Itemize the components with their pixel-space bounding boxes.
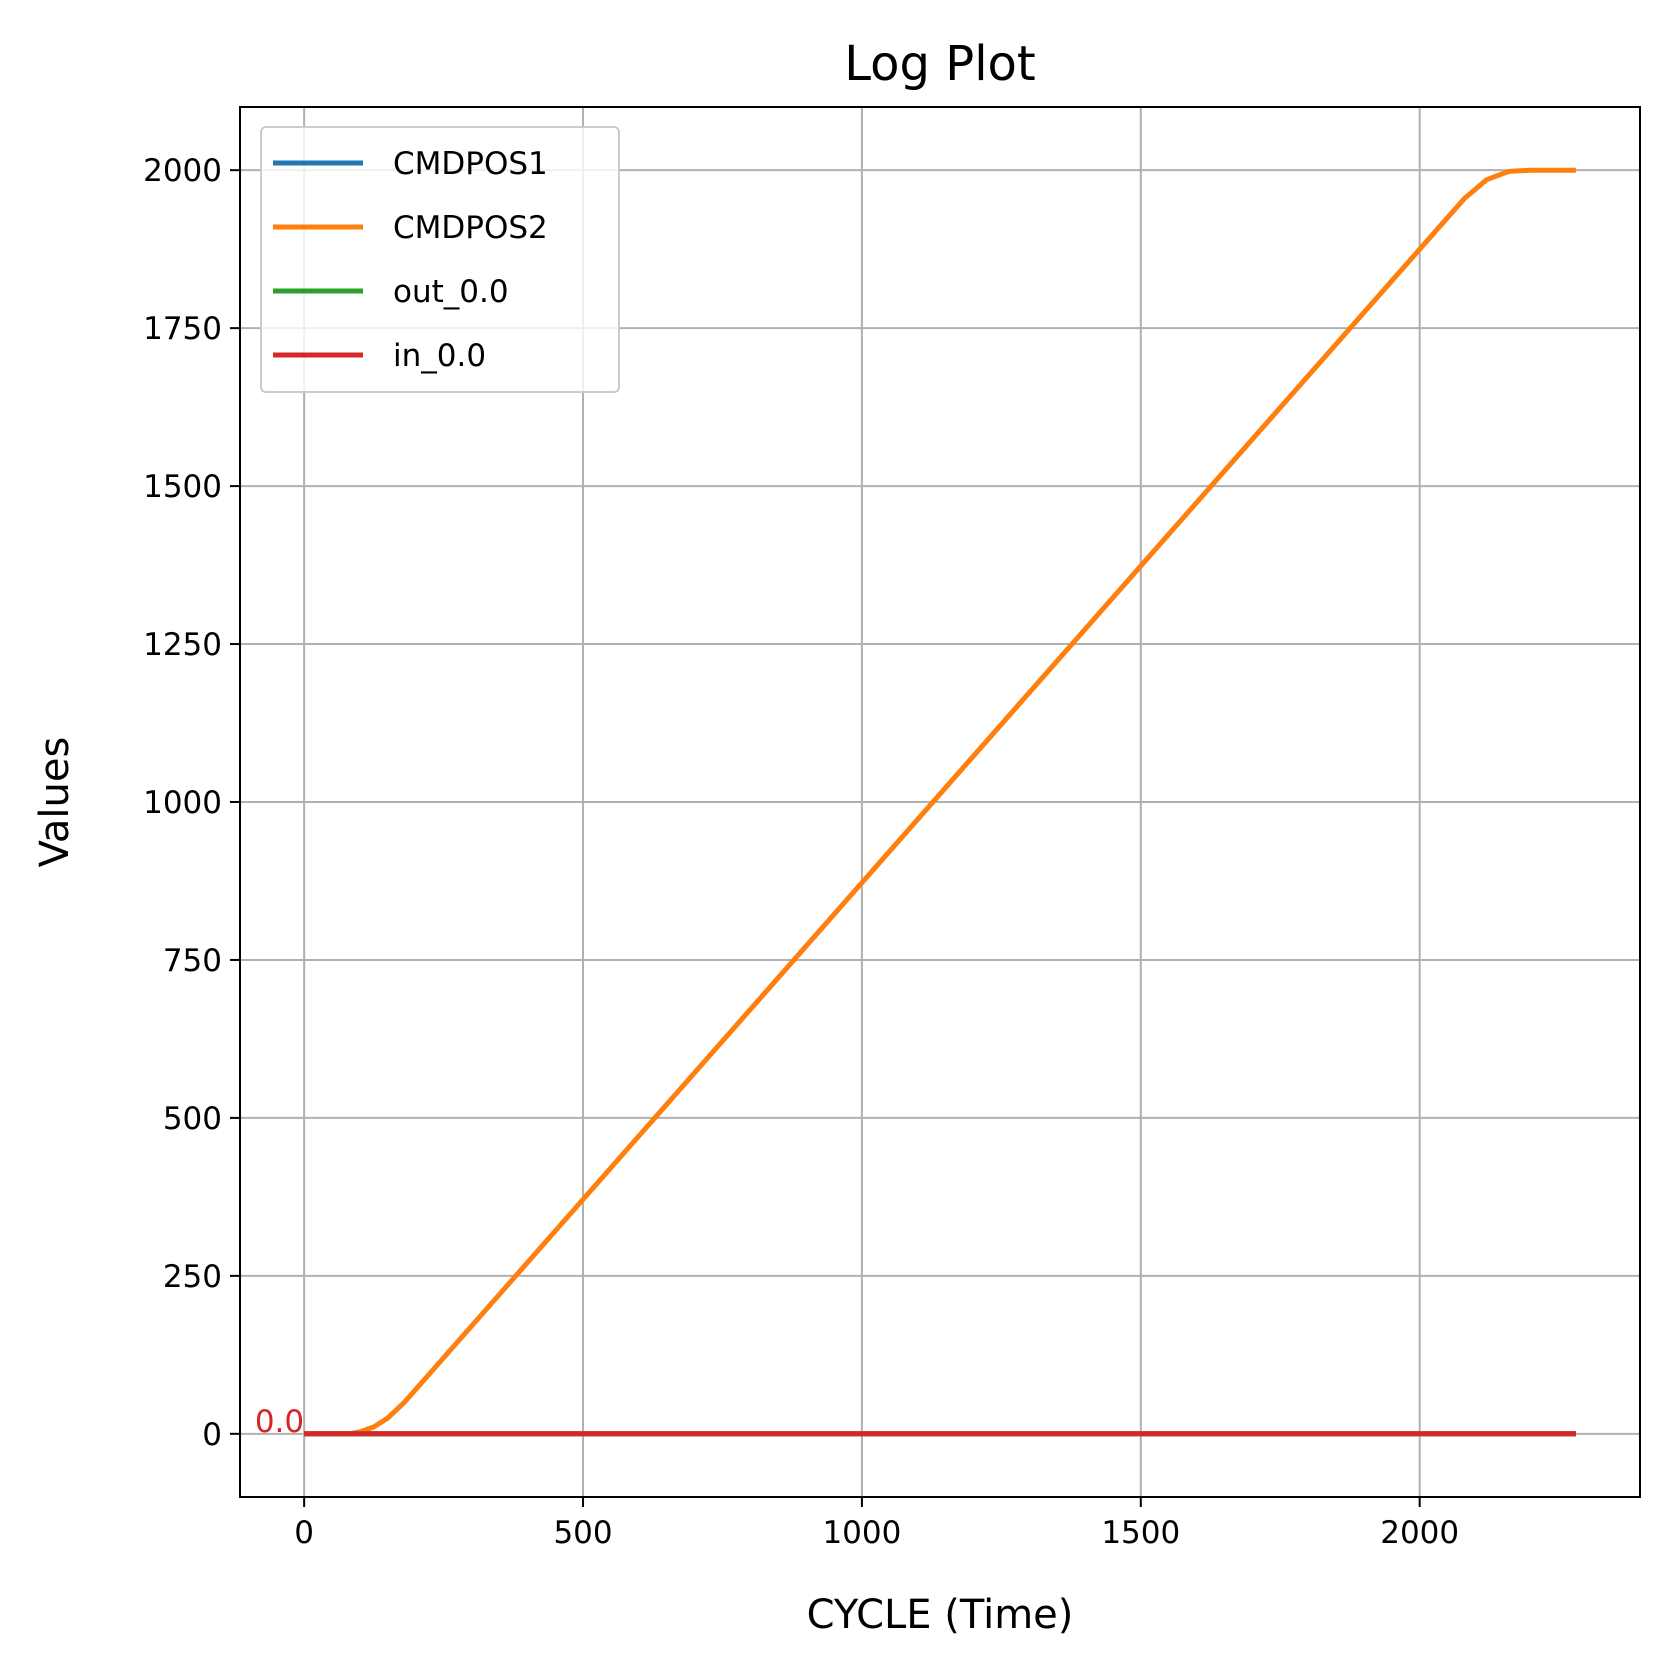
legend-box	[260, 126, 620, 393]
x-axis-label: CYCLE (Time)	[807, 1592, 1074, 1638]
x-tick-label: 1000	[822, 1515, 901, 1551]
y-tick-label: 250	[163, 1259, 222, 1295]
legend-label-cmdpos1: CMDPOS1	[393, 146, 548, 182]
x-tick-label: 1500	[1101, 1515, 1180, 1551]
axis-ticks: 0 500 1000 1500 2000 0 250 500 750 1000 1250 1500 17…	[143, 153, 1459, 1551]
chart-title: Log Plot	[844, 36, 1035, 92]
y-tick-label: 1500	[143, 469, 222, 505]
y-tick-label: 1000	[143, 785, 222, 821]
y-tick-label: 500	[163, 1101, 222, 1137]
y-tick-label: 1250	[143, 627, 222, 663]
value-annotation: 0.0	[255, 1404, 304, 1440]
y-tick-label: 750	[163, 943, 222, 979]
x-tick-label: 2000	[1380, 1515, 1459, 1551]
x-tick-label: 0	[294, 1515, 314, 1551]
legend-label-cmdpos2: CMDPOS2	[393, 210, 548, 246]
annotations: 0.0	[255, 1404, 304, 1440]
series-lines	[304, 167, 1576, 1437]
y-tick-label: 1750	[143, 311, 222, 347]
y-tick-label: 0	[202, 1417, 222, 1453]
legend-label-in-0-0: in_0.0	[393, 338, 486, 374]
legend-label-out-0-0: out_0.0	[393, 274, 509, 310]
y-axis-label: Values	[32, 737, 78, 868]
x-tick-label: 500	[553, 1515, 612, 1551]
y-tick-label: 2000	[143, 153, 222, 189]
legend: CMDPOS1 CMDPOS2 out_0.0 in_0.0	[260, 126, 620, 393]
